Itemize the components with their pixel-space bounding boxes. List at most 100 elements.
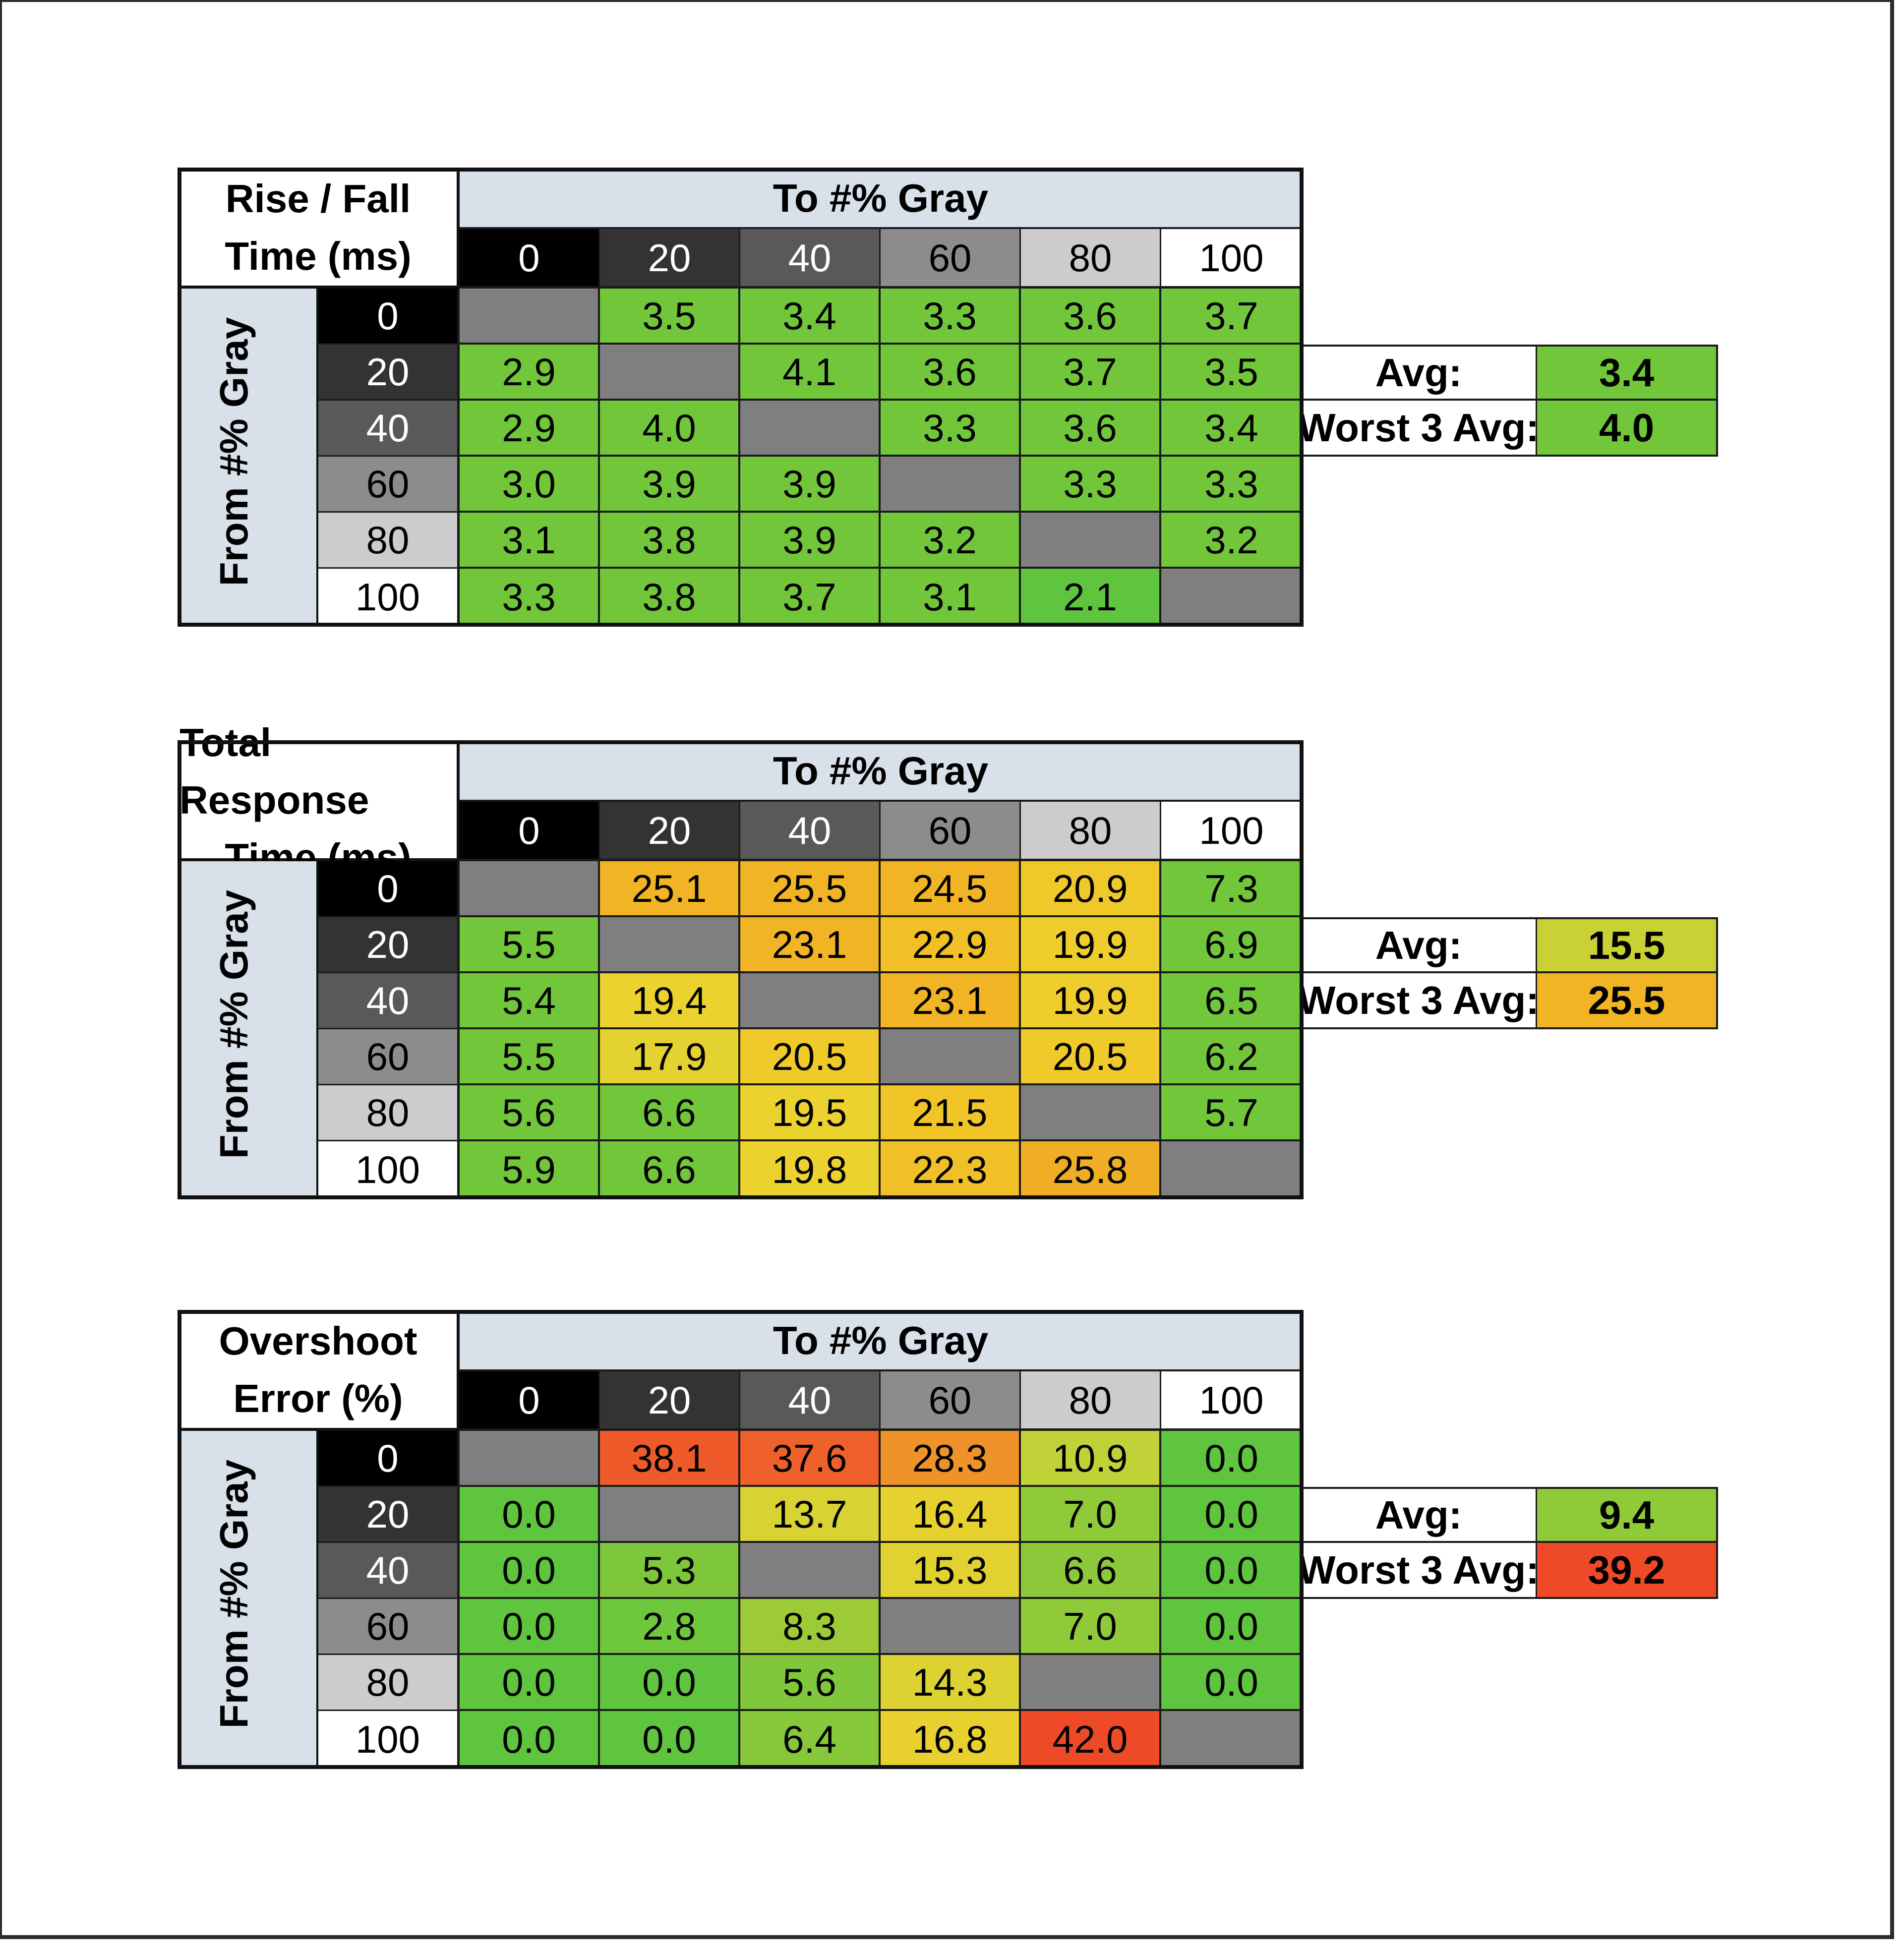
col-header-80: 80 [1021, 1371, 1161, 1431]
row-header-20: 20 [318, 1487, 460, 1543]
data-cell: 42.0 [1021, 1711, 1161, 1767]
row-header-20: 20 [318, 917, 460, 973]
avg-label: Avg: [1302, 917, 1537, 973]
col-header-80: 80 [1021, 229, 1161, 289]
table-title-line1: Rise / Fall [225, 177, 411, 221]
data-cell [460, 861, 600, 917]
data-cell: 2.9 [460, 345, 600, 401]
data-cell: 3.6 [1021, 289, 1161, 345]
row-header-40: 40 [318, 1543, 460, 1599]
data-cell: 2.8 [600, 1599, 740, 1655]
data-cell: 19.9 [1021, 917, 1161, 973]
data-cell: 3.1 [881, 569, 1021, 625]
data-cell: 23.1 [740, 917, 881, 973]
row-axis-label: From #% Gray [212, 889, 256, 1159]
data-cell [740, 401, 881, 457]
data-cell: 0.0 [460, 1599, 600, 1655]
data-cell [1161, 1141, 1302, 1197]
data-cell: 4.1 [740, 345, 881, 401]
data-cell: 6.5 [1161, 973, 1302, 1029]
data-cell: 17.9 [600, 1029, 740, 1085]
data-cell: 3.6 [1021, 401, 1161, 457]
data-cell: 3.6 [881, 345, 1021, 401]
data-cell: 23.1 [881, 973, 1021, 1029]
data-cell: 28.3 [881, 1431, 1021, 1487]
row-axis-label: From #% Gray [212, 1459, 256, 1729]
col-header-0: 0 [460, 1371, 600, 1431]
data-cell: 5.5 [460, 917, 600, 973]
data-cell: 25.1 [600, 861, 740, 917]
data-cell: 0.0 [460, 1711, 600, 1767]
data-cell: 22.9 [881, 917, 1021, 973]
data-cell: 6.6 [600, 1085, 740, 1141]
data-cell: 0.0 [1161, 1487, 1302, 1543]
data-cell: 5.9 [460, 1141, 600, 1197]
row-header-60: 60 [318, 1029, 460, 1085]
data-cell: 3.1 [460, 513, 600, 569]
data-cell: 3.3 [1161, 457, 1302, 513]
data-cell: 20.9 [1021, 861, 1161, 917]
row-axis-label: From #% Gray [212, 317, 256, 587]
data-cell: 20.5 [740, 1029, 881, 1085]
data-cell: 38.1 [600, 1431, 740, 1487]
avg-label: Avg: [1302, 1487, 1537, 1543]
avg-value: 15.5 [1537, 917, 1718, 973]
data-cell: 0.0 [600, 1711, 740, 1767]
col-header-100: 100 [1161, 1371, 1302, 1431]
data-cell: 5.5 [460, 1029, 600, 1085]
data-cell: 3.2 [881, 513, 1021, 569]
data-cell: 3.2 [1161, 513, 1302, 569]
data-cell: 4.0 [600, 401, 740, 457]
data-cell: 19.8 [740, 1141, 881, 1197]
data-cell [740, 1543, 881, 1599]
col-header-40: 40 [740, 229, 881, 289]
worst3-avg-value: 39.2 [1537, 1543, 1718, 1599]
col-header-20: 20 [600, 802, 740, 861]
data-cell: 7.3 [1161, 861, 1302, 917]
data-cell: 24.5 [881, 861, 1021, 917]
row-header-40: 40 [318, 973, 460, 1029]
table-title-line1: Overshoot [219, 1319, 417, 1363]
col-header-20: 20 [600, 1371, 740, 1431]
data-cell: 5.6 [460, 1085, 600, 1141]
data-cell: 3.9 [600, 457, 740, 513]
table-title-line2: Error (%) [233, 1376, 403, 1420]
col-header-0: 0 [460, 229, 600, 289]
row-header-60: 60 [318, 1599, 460, 1655]
table-title-line1: Total Response [179, 720, 369, 822]
data-cell: 3.9 [740, 457, 881, 513]
data-cell [740, 973, 881, 1029]
data-cell: 3.9 [740, 513, 881, 569]
data-cell: 6.4 [740, 1711, 881, 1767]
data-cell: 0.0 [1161, 1655, 1302, 1711]
worst3-avg-label: Worst 3 Avg: [1302, 973, 1537, 1029]
row-header-80: 80 [318, 1655, 460, 1711]
data-cell: 5.3 [600, 1543, 740, 1599]
data-cell: 8.3 [740, 1599, 881, 1655]
col-header-100: 100 [1161, 802, 1302, 861]
col-axis-label: To #% Gray [460, 170, 1302, 229]
data-cell [600, 345, 740, 401]
data-cell [881, 1599, 1021, 1655]
data-cell: 22.3 [881, 1141, 1021, 1197]
data-cell: 21.5 [881, 1085, 1021, 1141]
data-cell: 0.0 [460, 1543, 600, 1599]
data-cell: 3.4 [740, 289, 881, 345]
data-cell: 3.7 [1161, 289, 1302, 345]
col-header-60: 60 [881, 802, 1021, 861]
table-title-line2: Time (ms) [225, 234, 412, 278]
data-cell: 16.8 [881, 1711, 1021, 1767]
row-header-60: 60 [318, 457, 460, 513]
data-cell: 3.5 [1161, 345, 1302, 401]
data-cell: 3.4 [1161, 401, 1302, 457]
data-cell: 3.5 [600, 289, 740, 345]
row-header-0: 0 [318, 289, 460, 345]
row-header-100: 100 [318, 1141, 460, 1197]
data-cell: 6.6 [1021, 1543, 1161, 1599]
row-header-100: 100 [318, 1711, 460, 1767]
data-cell: 0.0 [600, 1655, 740, 1711]
row-axis-block [179, 289, 318, 625]
data-cell: 19.9 [1021, 973, 1161, 1029]
col-header-40: 40 [740, 1371, 881, 1431]
col-header-100: 100 [1161, 229, 1302, 289]
